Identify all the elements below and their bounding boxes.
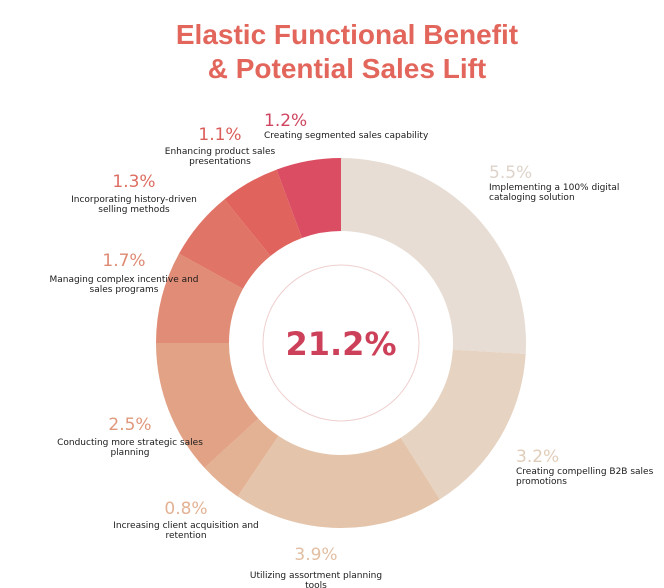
center-total-value: 21.2% — [285, 325, 396, 363]
donut-slice-9 — [276, 158, 341, 239]
slice-description-9-line-1: Creating segmented sales capability — [264, 131, 429, 141]
inner-ring — [262, 264, 420, 422]
donut-slice-8 — [224, 169, 303, 257]
donut-slice-6 — [156, 253, 243, 343]
slice-percent-label-5: 2.5% — [108, 415, 151, 435]
slice-percent-label-1: 5.5% — [489, 163, 532, 183]
slice-percent-label-4: 0.8% — [164, 499, 207, 519]
slice-description-8-line-1: Enhancing product sales — [165, 147, 276, 157]
donut-slice-2 — [400, 349, 526, 500]
chart-title-line-2: & Potential Sales Lift — [207, 53, 487, 84]
slice-description-5-line-2: planning — [110, 448, 149, 458]
slice-description-5-line-1: Conducting more strategic sales — [57, 438, 203, 448]
slice-labels: 5.5%Implementing a 100% digitalcatalogin… — [49, 111, 653, 588]
slice-description-3-line-2: tools — [305, 581, 327, 588]
slice-description-7-line-2: selling methods — [98, 205, 170, 215]
slice-description-7-line-1: Incorporating history-driven — [71, 195, 197, 205]
slice-description-4-line-1: Increasing client acquisition and — [113, 521, 259, 531]
donut-slice-3 — [237, 435, 440, 528]
slice-percent-label-3: 3.9% — [294, 545, 337, 565]
chart-title-line-1: Elastic Functional Benefit — [175, 19, 519, 50]
donut-slice-7 — [178, 199, 271, 289]
donut-slice-1 — [341, 158, 527, 354]
chart-title: Elastic Functional Benefit & Potential S… — [0, 18, 664, 86]
slice-description-1-line-2: cataloging solution — [489, 193, 575, 203]
slice-description-6-line-1: Managing complex incentive and — [49, 275, 198, 285]
slice-percent-label-9: 1.2% — [264, 111, 307, 131]
slice-percent-label-8: 1.1% — [198, 125, 241, 145]
slice-percent-label-2: 3.2% — [516, 447, 559, 467]
donut-slice-4 — [204, 418, 279, 497]
slice-description-2-line-1: Creating compelling B2B sales — [516, 467, 654, 477]
donut-slices — [156, 158, 527, 528]
slice-percent-label-6: 1.7% — [102, 251, 145, 271]
slice-description-8-line-2: presentations — [189, 157, 251, 167]
slice-description-3-line-1: Utilizing assortment planning — [250, 571, 382, 581]
slice-description-1-line-1: Implementing a 100% digital — [489, 183, 619, 193]
slice-description-6-line-2: sales programs — [90, 285, 159, 295]
slice-description-4-line-2: retention — [165, 531, 206, 541]
slice-description-2-line-2: promotions — [516, 477, 567, 487]
donut-slice-5 — [156, 343, 259, 468]
slice-percent-label-7: 1.3% — [112, 172, 155, 192]
